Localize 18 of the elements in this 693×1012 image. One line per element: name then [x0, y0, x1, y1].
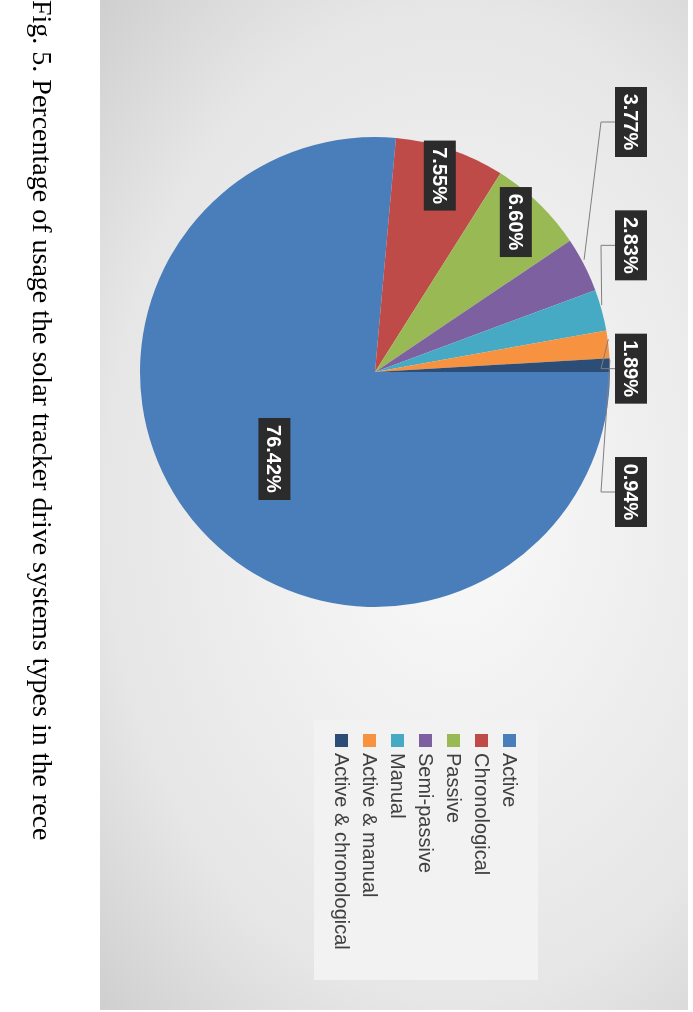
data-label: 0.94% [620, 463, 642, 521]
legend-label: Semi-passive [414, 753, 438, 874]
data-label: 7.55% [428, 147, 451, 205]
legend-label: Chronological [470, 753, 494, 876]
pie-slice [375, 330, 610, 372]
legend-label: Passive [442, 753, 466, 824]
legend-label: Manual [386, 753, 410, 819]
data-label: 3.77% [620, 93, 642, 151]
pie-slice [140, 137, 610, 607]
data-label: 2.83% [620, 216, 642, 274]
pie-slice [375, 290, 607, 372]
data-label: 76.42% [263, 425, 286, 494]
legend-label: Active & chronological [330, 753, 354, 950]
caption: Fig. 5. Percentage of usage the solar tracker drive systems types in the rece [26, 0, 58, 843]
legend-label: Active & manual [358, 753, 382, 898]
legend-label: Active [498, 753, 522, 808]
data-label: 1.89% [620, 340, 642, 398]
data-label: 6.60% [504, 193, 527, 251]
